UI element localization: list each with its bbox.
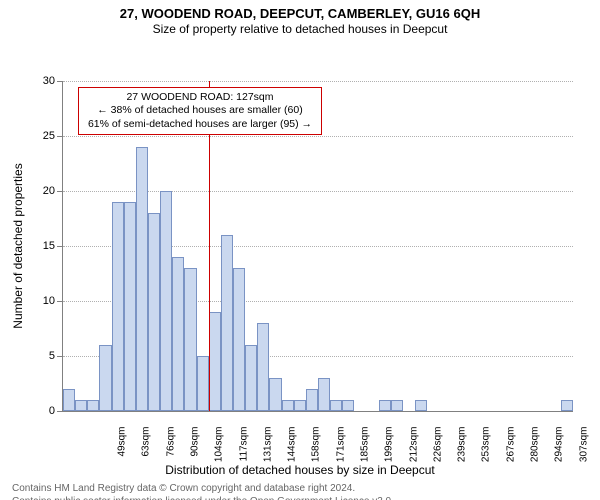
x-tick-label: 63sqm — [141, 427, 152, 477]
x-tick-label: 144sqm — [287, 427, 298, 477]
gridline — [63, 136, 573, 137]
y-tick-label: 30 — [43, 75, 63, 87]
histogram-bar — [561, 400, 573, 411]
histogram-bar — [112, 202, 124, 411]
y-tick-label: 20 — [43, 185, 63, 197]
page-subtitle: Size of property relative to detached ho… — [0, 22, 600, 37]
x-tick-label: 104sqm — [214, 427, 225, 477]
x-tick-label: 267sqm — [505, 427, 516, 477]
histogram-bar — [99, 345, 111, 411]
x-tick-label: 307sqm — [578, 427, 589, 477]
histogram-bar — [124, 202, 136, 411]
y-tick-label: 25 — [43, 130, 63, 142]
annotation-line: ← 38% of detached houses are smaller (60… — [85, 104, 315, 117]
x-tick-label: 131sqm — [262, 427, 273, 477]
x-tick-label: 76sqm — [165, 427, 176, 477]
histogram-bar — [75, 400, 87, 411]
histogram-bar — [282, 400, 294, 411]
histogram-bar — [294, 400, 306, 411]
histogram-bar — [269, 378, 281, 411]
x-tick-label: 280sqm — [530, 427, 541, 477]
annotation-box: 27 WOODEND ROAD: 127sqm← 38% of detached… — [78, 87, 322, 134]
histogram-bar — [245, 345, 257, 411]
footer-line-1: Contains HM Land Registry data © Crown c… — [12, 483, 590, 496]
histogram-bar — [257, 323, 269, 411]
footer-line-2: Contains public sector information licen… — [12, 496, 590, 500]
histogram-bar — [148, 213, 160, 411]
x-tick-label: 294sqm — [554, 427, 565, 477]
histogram-bar — [318, 378, 330, 411]
histogram-bar — [160, 191, 172, 411]
annotation-line: 27 WOODEND ROAD: 127sqm — [85, 91, 315, 104]
y-tick-label: 0 — [49, 405, 63, 417]
x-tick-label: 212sqm — [408, 427, 419, 477]
histogram-bar — [379, 400, 391, 411]
footer: Contains HM Land Registry data © Crown c… — [0, 477, 600, 500]
y-tick-label: 15 — [43, 240, 63, 252]
histogram-bar — [87, 400, 99, 411]
histogram-bar — [415, 400, 427, 411]
histogram-bar — [63, 389, 75, 411]
histogram-bar — [330, 400, 342, 411]
x-tick-label: 158sqm — [311, 427, 322, 477]
histogram-bar — [233, 268, 245, 411]
histogram-bar — [306, 389, 318, 411]
histogram-bar — [342, 400, 354, 411]
annotation-line: 61% of semi-detached houses are larger (… — [85, 118, 315, 131]
y-tick-label: 10 — [43, 295, 63, 307]
y-tick-label: 5 — [49, 350, 63, 362]
x-tick-label: 199sqm — [384, 427, 395, 477]
x-tick-label: 171sqm — [335, 427, 346, 477]
histogram-bar — [184, 268, 196, 411]
histogram-bar — [391, 400, 403, 411]
x-tick-label: 226sqm — [432, 427, 443, 477]
x-tick-label: 117sqm — [238, 427, 249, 477]
histogram-bar — [209, 312, 221, 411]
page-title: 27, WOODEND ROAD, DEEPCUT, CAMBERLEY, GU… — [0, 6, 600, 22]
gridline — [63, 81, 573, 82]
histogram-chart: 05101520253049sqm63sqm76sqm90sqm104sqm11… — [0, 37, 600, 463]
x-tick-label: 185sqm — [360, 427, 371, 477]
histogram-bar — [221, 235, 233, 411]
y-axis-title: Number of detached properties — [11, 164, 25, 329]
x-tick-label: 90sqm — [190, 427, 201, 477]
histogram-bar — [197, 356, 209, 411]
x-tick-label: 253sqm — [481, 427, 492, 477]
x-tick-label: 49sqm — [117, 427, 128, 477]
histogram-bar — [136, 147, 148, 411]
histogram-bar — [172, 257, 184, 411]
x-tick-label: 239sqm — [457, 427, 468, 477]
